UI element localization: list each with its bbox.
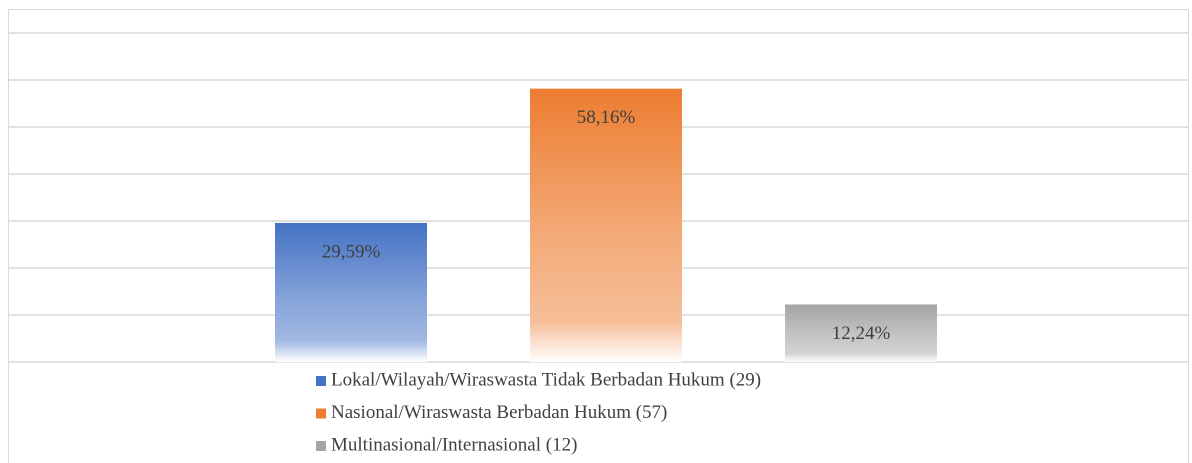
legend-marker <box>316 408 326 419</box>
legend-label: Multinasional/Internasional (12) <box>331 434 577 455</box>
chart-border <box>8 9 1189 463</box>
bar <box>785 304 937 362</box>
legend-marker <box>316 376 326 386</box>
data-label: 12,24% <box>832 323 891 344</box>
data-label: 29,59% <box>322 241 381 262</box>
bar <box>530 88 682 362</box>
legend-label: Lokal/Wilayah/Wiraswasta Tidak Berbadan … <box>331 369 761 390</box>
legend-label: Nasional/Wiraswasta Berbadan Hukum (57) <box>331 402 667 423</box>
legend-marker <box>316 441 326 451</box>
bar <box>275 222 427 362</box>
data-label: 58,16% <box>577 107 636 128</box>
